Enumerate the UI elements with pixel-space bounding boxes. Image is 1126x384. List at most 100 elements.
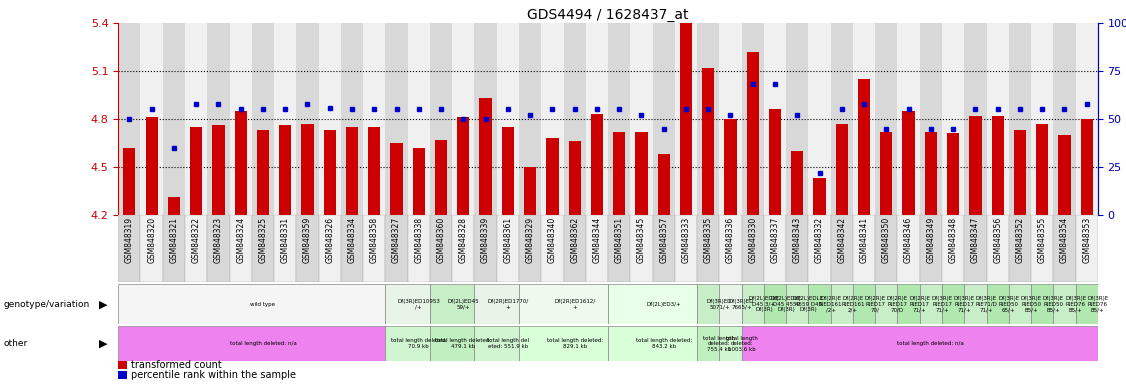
- Bar: [858, 79, 870, 215]
- Text: GSM848330: GSM848330: [749, 217, 758, 263]
- Bar: [763, 215, 786, 282]
- Bar: [302, 124, 314, 215]
- Bar: [697, 215, 720, 282]
- Bar: [1031, 215, 1053, 282]
- Text: GSM848342: GSM848342: [838, 217, 847, 263]
- Text: GSM848352: GSM848352: [1016, 217, 1025, 263]
- Bar: [385, 284, 430, 324]
- Bar: [742, 284, 763, 324]
- Text: GSM848327: GSM848327: [392, 217, 401, 263]
- Bar: [786, 23, 808, 215]
- Text: GSM848360: GSM848360: [437, 217, 446, 263]
- Bar: [742, 23, 763, 215]
- Bar: [474, 326, 519, 361]
- Bar: [1009, 215, 1031, 282]
- Bar: [631, 23, 653, 215]
- Bar: [942, 215, 964, 282]
- Bar: [542, 23, 563, 215]
- Text: total length del
eted: 551.9 kb: total length del eted: 551.9 kb: [486, 338, 529, 349]
- Text: Df(2L)ED3/+: Df(2L)ED3/+: [646, 302, 681, 307]
- Bar: [319, 23, 341, 215]
- Bar: [1009, 23, 1031, 215]
- Text: Df(3R)E
RIE71/D
71/+: Df(3R)E RIE71/D 71/+: [975, 296, 998, 312]
- Text: total length
deleted:
755.4 kb: total length deleted: 755.4 kb: [704, 336, 735, 352]
- Text: GSM848337: GSM848337: [770, 217, 779, 263]
- Bar: [792, 151, 804, 215]
- Bar: [341, 23, 363, 215]
- Text: Df(3R)ED10953
/+: Df(3R)ED10953 /+: [397, 299, 440, 310]
- Text: Df(3R)E
RIED50
B5/+: Df(3R)E RIED50 B5/+: [1043, 296, 1064, 312]
- Bar: [1031, 23, 1053, 215]
- Text: GSM848322: GSM848322: [191, 217, 200, 263]
- Bar: [586, 215, 608, 282]
- Bar: [742, 215, 763, 282]
- Text: GSM848341: GSM848341: [859, 217, 868, 263]
- Text: GSM848319: GSM848319: [125, 217, 134, 263]
- Text: GSM848350: GSM848350: [882, 217, 891, 263]
- Text: GSM848362: GSM848362: [570, 217, 579, 263]
- Bar: [163, 215, 185, 282]
- Text: Df(3R)E
RIED50
65/+: Df(3R)E RIED50 65/+: [999, 296, 1019, 312]
- Text: GSM848359: GSM848359: [303, 217, 312, 263]
- Bar: [1053, 215, 1075, 282]
- Text: GSM848344: GSM848344: [592, 217, 601, 263]
- Bar: [720, 326, 742, 361]
- Bar: [542, 215, 563, 282]
- Bar: [457, 118, 470, 215]
- Text: total length deleted:
843.2 kb: total length deleted: 843.2 kb: [635, 338, 691, 349]
- Text: Df(2L)EDLE
4559 D45
Df(3R): Df(2L)EDLE 4559 D45 Df(3R): [793, 296, 824, 312]
- Text: ▶: ▶: [98, 299, 107, 310]
- Bar: [897, 23, 920, 215]
- Bar: [497, 23, 519, 215]
- Bar: [703, 68, 714, 215]
- Bar: [680, 23, 692, 215]
- Bar: [964, 23, 986, 215]
- Bar: [613, 132, 625, 215]
- Bar: [875, 284, 897, 324]
- Text: GSM848353: GSM848353: [1082, 217, 1091, 263]
- Bar: [720, 284, 742, 324]
- Text: GSM848338: GSM848338: [414, 217, 423, 263]
- Bar: [502, 127, 513, 215]
- Bar: [319, 215, 341, 282]
- Text: Df(2R)ED1612/
+: Df(2R)ED1612/ +: [554, 299, 596, 310]
- Bar: [831, 284, 852, 324]
- Bar: [1053, 23, 1075, 215]
- Bar: [920, 284, 942, 324]
- Bar: [808, 23, 831, 215]
- Text: GSM848335: GSM848335: [704, 217, 713, 263]
- Bar: [563, 23, 586, 215]
- Text: GSM848354: GSM848354: [1060, 217, 1069, 263]
- Bar: [969, 116, 982, 215]
- Text: other: other: [3, 339, 28, 348]
- Bar: [118, 371, 127, 379]
- Bar: [964, 215, 986, 282]
- Bar: [1009, 284, 1031, 324]
- Bar: [1075, 23, 1098, 215]
- Bar: [1075, 215, 1098, 282]
- Text: GSM848331: GSM848331: [280, 217, 289, 263]
- Bar: [897, 215, 920, 282]
- Bar: [163, 23, 185, 215]
- Text: Df(2L)EDLE
D45 4559
Df(3R): Df(2L)EDLE D45 4559 Df(3R): [770, 296, 802, 312]
- Text: GSM848357: GSM848357: [659, 217, 668, 263]
- Text: Df(3R)E
RIED17
71/+: Df(3R)E RIED17 71/+: [954, 296, 975, 312]
- Bar: [608, 326, 697, 361]
- Text: GSM848339: GSM848339: [481, 217, 490, 263]
- Bar: [854, 215, 875, 282]
- Text: Df(3R)E
RIED76
B5/+: Df(3R)E RIED76 B5/+: [1065, 296, 1087, 312]
- Bar: [323, 130, 336, 215]
- Bar: [430, 215, 453, 282]
- Bar: [363, 23, 385, 215]
- Text: Df(3R)ED
5071/+: Df(3R)ED 5071/+: [707, 299, 732, 310]
- Bar: [118, 361, 127, 369]
- Bar: [1075, 284, 1098, 324]
- Bar: [697, 284, 720, 324]
- Text: GSM848361: GSM848361: [503, 217, 512, 263]
- Bar: [474, 284, 519, 324]
- Text: GSM848343: GSM848343: [793, 217, 802, 263]
- Bar: [786, 215, 808, 282]
- Text: GSM848348: GSM848348: [948, 217, 957, 263]
- Text: GSM848356: GSM848356: [993, 217, 1002, 263]
- Bar: [563, 215, 586, 282]
